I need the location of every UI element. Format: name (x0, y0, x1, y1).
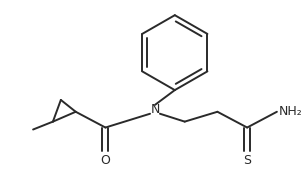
Text: S: S (243, 154, 251, 166)
Text: N: N (150, 103, 160, 116)
Text: NH₂: NH₂ (279, 105, 303, 118)
Text: O: O (100, 154, 110, 166)
